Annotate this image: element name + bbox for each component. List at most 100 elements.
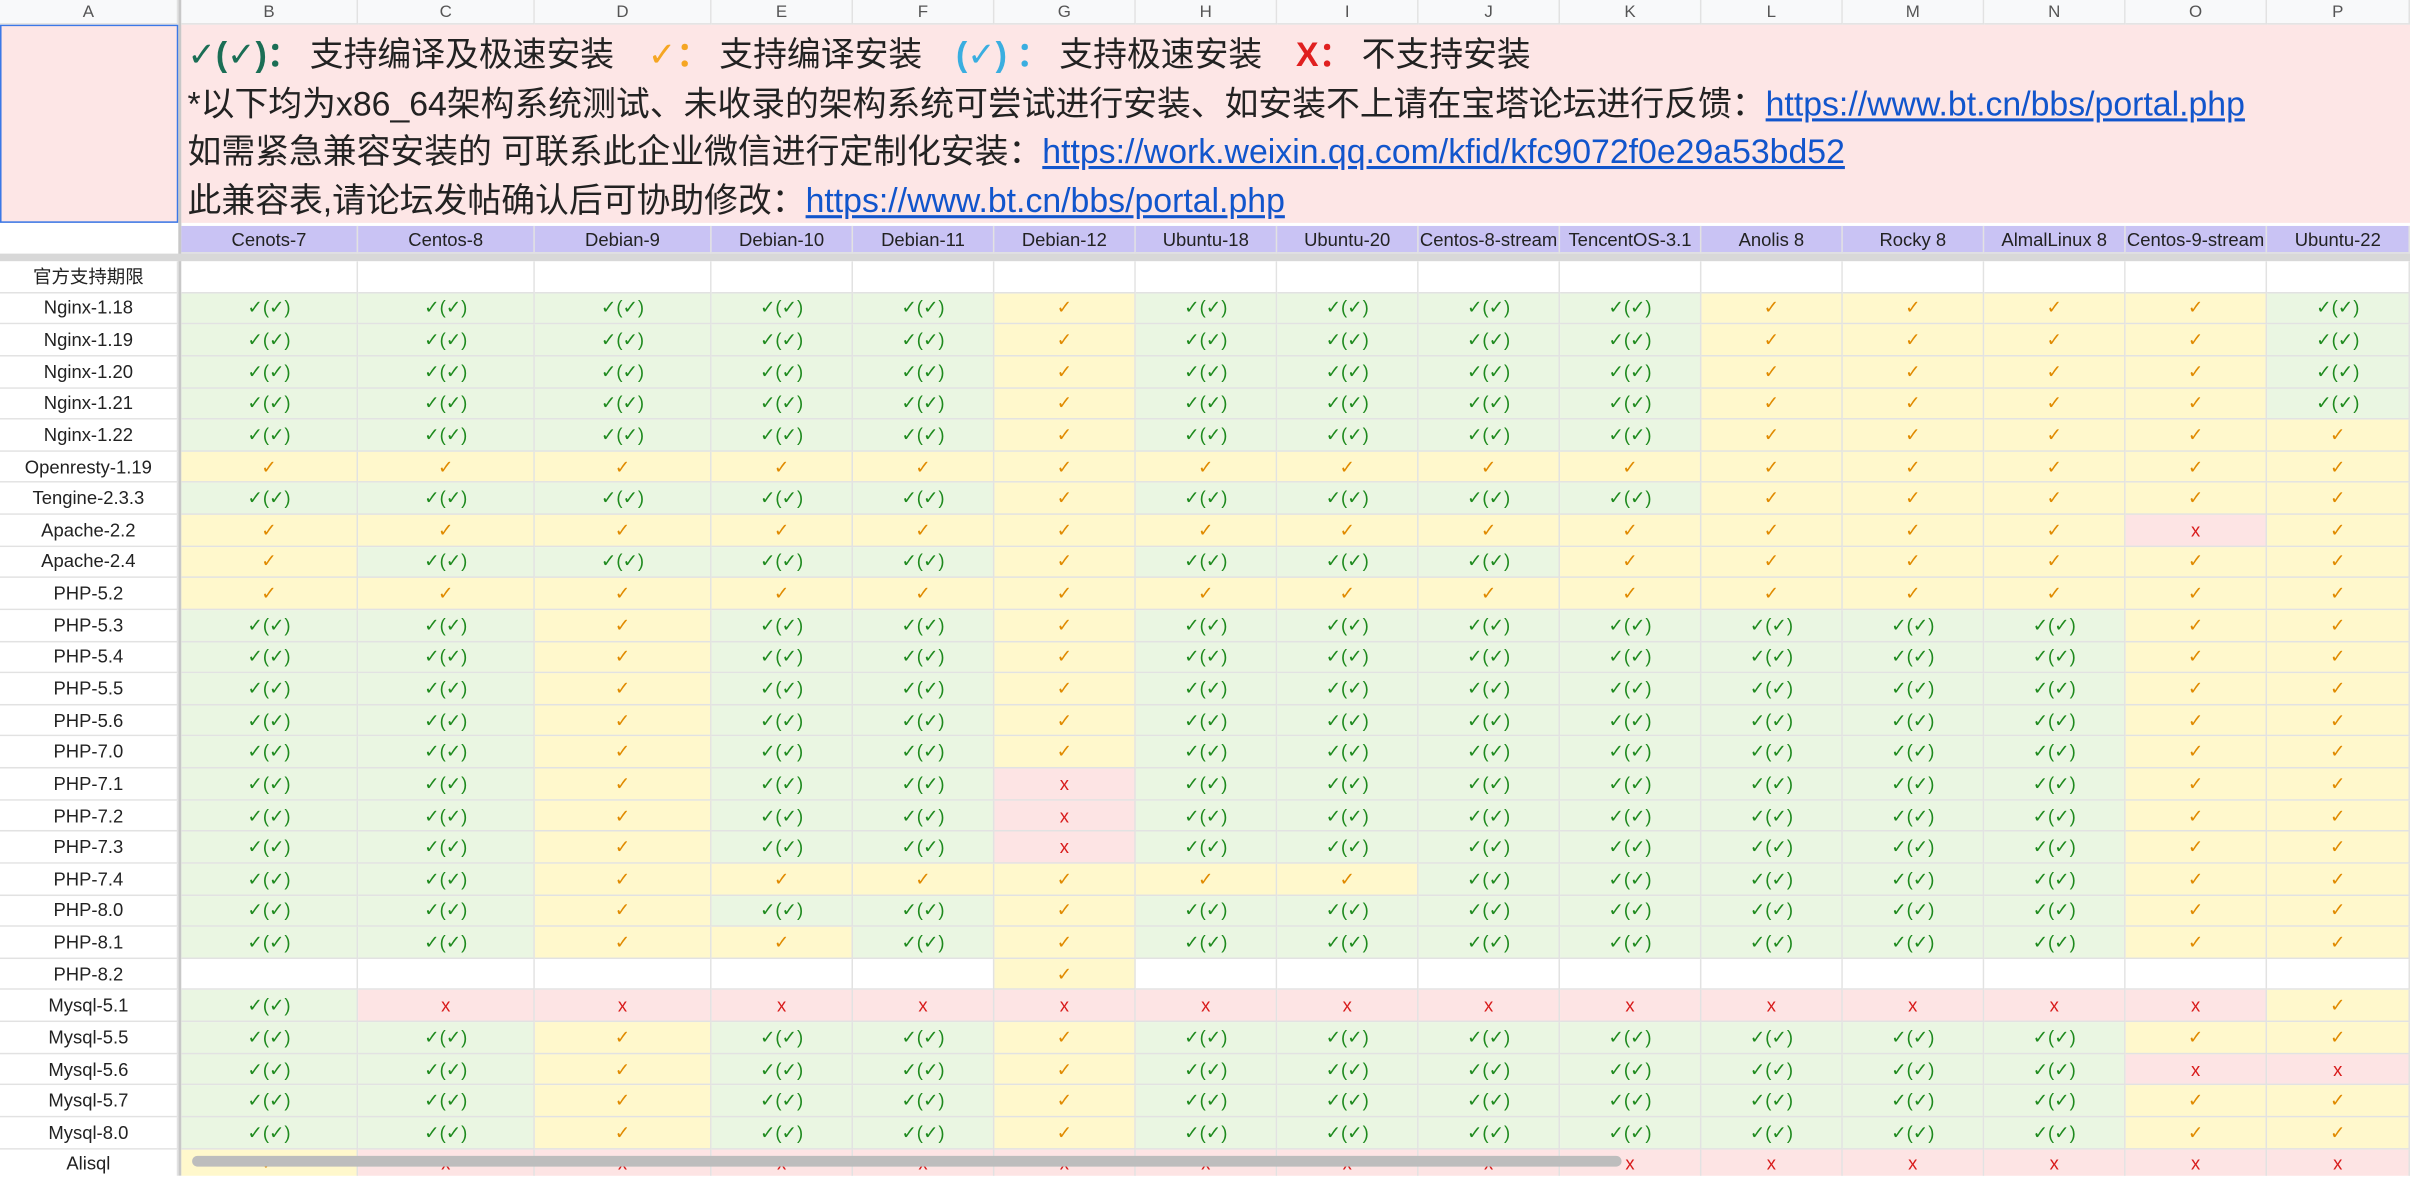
cell: ✓(✓) [1135, 641, 1278, 674]
cell: ✓(✓) [358, 1022, 535, 1054]
column-letter: E [711, 0, 854, 25]
cell [181, 958, 359, 991]
cell: ✓ [2125, 1117, 2268, 1150]
cell: ✓ [994, 863, 1136, 896]
cell: x [1560, 990, 1702, 1023]
cell: ✓(✓) [1842, 1053, 1985, 1086]
cell: ✓ [1984, 388, 2126, 420]
cell: ✓(✓) [711, 1117, 854, 1150]
cell: ✓(✓) [181, 768, 359, 801]
legend-mark: ✓(✓)： [187, 35, 301, 74]
cell: ✓ [994, 705, 1136, 737]
row-label: Nginx-1.22 [0, 419, 179, 452]
column-letter: G [994, 0, 1136, 25]
cell: ✓(✓) [853, 388, 995, 420]
cell: ✓ [534, 1022, 712, 1054]
cell: ✓(✓) [358, 705, 535, 737]
cell: ✓(✓) [1560, 1053, 1702, 1086]
note-link[interactable]: https://work.weixin.qq.com/kfid/kfc9072f… [1042, 132, 1845, 171]
cell: ✓(✓) [1842, 832, 1985, 864]
cell: ✓ [2267, 673, 2410, 706]
cell: ✓(✓) [1135, 1022, 1278, 1054]
column-letter: P [2267, 0, 2410, 25]
cell: x [1984, 990, 2126, 1023]
note-link[interactable]: https://www.bt.cn/bbs/portal.php [805, 180, 1285, 220]
cell: ✓ [1135, 514, 1278, 547]
column-letter: A [0, 0, 179, 25]
cell: ✓(✓) [853, 673, 995, 706]
cell [1984, 958, 2126, 991]
column-header: Centos-9-stream [2125, 225, 2268, 254]
cell: ✓ [534, 451, 712, 484]
scrollbar[interactable] [192, 1155, 1622, 1167]
cell: ✓ [534, 610, 712, 642]
column-header: Rocky 8 [1842, 225, 1985, 254]
row-label: PHP-5.5 [0, 673, 179, 706]
cell: ✓ [1984, 292, 2126, 325]
cell: ✓(✓) [1277, 483, 1419, 515]
cell: ✓(✓) [1418, 832, 1561, 864]
cell: x [1135, 990, 1278, 1023]
cell: ✓(✓) [1842, 927, 1985, 959]
cell: ✓(✓) [1135, 419, 1278, 452]
cell: ✓(✓) [1560, 1117, 1702, 1150]
cell: ✓(✓) [711, 356, 854, 389]
cell: ✓(✓) [1277, 673, 1419, 706]
cell: ✓(✓) [711, 1053, 854, 1086]
column-header: Debian-11 [853, 225, 995, 254]
cell: ✓ [358, 578, 535, 611]
cell: ✓(✓) [1701, 705, 1843, 737]
cell: ✓ [534, 1085, 712, 1118]
cell: ✓ [358, 451, 535, 484]
cell: ✓ [994, 610, 1136, 642]
cell: ✓(✓) [534, 324, 712, 357]
column-letter: N [1984, 0, 2126, 25]
cell: ✓ [711, 578, 854, 611]
cell: ✓(✓) [1418, 768, 1561, 801]
cell: ✓(✓) [358, 1085, 535, 1118]
cell: ✓(✓) [1418, 419, 1561, 452]
cell: ✓(✓) [853, 292, 995, 325]
row-label: PHP-8.0 [0, 895, 179, 928]
cell: ✓ [534, 895, 712, 928]
cell: ✓(✓) [711, 419, 854, 452]
column-header: TencentOS-3.1 [1560, 225, 1702, 254]
legend-mark: ✓： [647, 35, 711, 74]
cell [1418, 261, 1561, 293]
cell: x [994, 768, 1136, 801]
cell: ✓(✓) [1277, 610, 1419, 642]
row-label: Apache-2.4 [0, 546, 179, 579]
cell: ✓(✓) [1277, 356, 1419, 389]
column-letter: J [1418, 0, 1561, 25]
cell: ✓ [2125, 800, 2268, 833]
column-header: Anolis 8 [1701, 225, 1843, 254]
note-text: 此兼容表,请论坛发帖确认后可协助修改： [187, 180, 806, 220]
cell: ✓ [853, 451, 995, 484]
row-label: PHP-8.2 [0, 958, 179, 991]
cell [358, 958, 535, 991]
cell: ✓ [994, 546, 1136, 579]
cell: ✓(✓) [711, 800, 854, 833]
cell: ✓ [2125, 546, 2268, 579]
cell: ✓ [1701, 546, 1843, 579]
cell: ✓ [534, 1117, 712, 1150]
cell: ✓(✓) [711, 673, 854, 706]
freeze-line [0, 253, 2410, 262]
cell: ✓(✓) [181, 388, 359, 420]
cell [1277, 958, 1419, 991]
cell: ✓(✓) [853, 546, 995, 579]
cell: ✓(✓) [1984, 800, 2126, 833]
cell: ✓ [1277, 863, 1419, 896]
note-link[interactable]: https://www.bt.cn/bbs/portal.php [1765, 83, 2245, 123]
cell: x [2125, 1149, 2268, 1176]
cell: x [2125, 1053, 2268, 1086]
cell: ✓ [2267, 832, 2410, 864]
cell: ✓ [2267, 990, 2410, 1023]
cell: ✓ [994, 736, 1136, 769]
cell: ✓ [534, 832, 712, 864]
note: 如需紧急兼容安装的 可联系此企业微信进行定制化安装：https://work.w… [188, 128, 2410, 176]
cell: x [994, 832, 1136, 864]
cell: ✓(✓) [1842, 800, 1985, 833]
cell: ✓ [2267, 1117, 2410, 1150]
cell: ✓(✓) [1135, 1053, 1278, 1086]
